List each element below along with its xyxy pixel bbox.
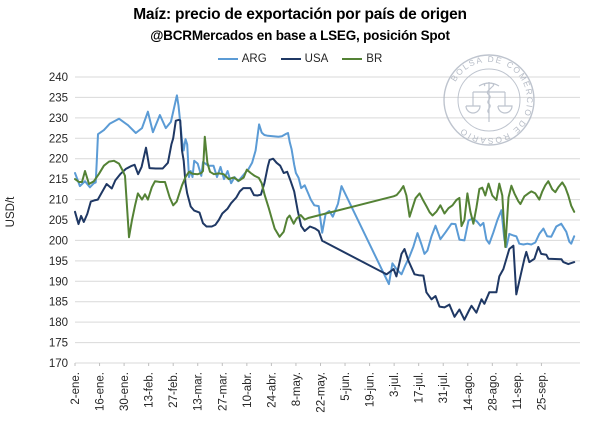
legend-item-br: BR <box>342 53 382 65</box>
x-tick-label: 3-jul. <box>389 372 401 397</box>
x-tick-label: 17-jul. <box>414 372 426 403</box>
x-tick-label: 10-abr. <box>242 372 254 408</box>
legend-item-usa: USA <box>280 53 329 65</box>
axis-labels: 170 175 180 185 190 195 200 205 210 215 220 225 230 2… <box>49 72 549 413</box>
y-tick-label: 180 <box>49 317 68 329</box>
y-tick-label: 215 <box>49 174 68 186</box>
legend-label-usa: USA <box>304 53 329 65</box>
series-line-arg <box>74 94 576 286</box>
x-tick-label: 25-sep. <box>536 372 548 410</box>
legend-line-swatch-br <box>342 58 363 60</box>
x-tick-label: 27-feb. <box>168 372 180 408</box>
y-axis-title: USD/t <box>5 196 17 227</box>
y-tick-label: 185 <box>49 297 68 309</box>
y-tick-label: 240 <box>49 72 68 84</box>
y-tick-label: 190 <box>49 276 68 288</box>
caduceus-scales-icon <box>465 82 513 122</box>
legend-line-swatch-usa <box>280 58 301 60</box>
x-tick-label: 19-jun. <box>365 372 377 407</box>
x-tick-label: 16-ene. <box>95 372 107 411</box>
watermark-text: BOLSA DE COMERCIO DE ROSARIO <box>449 54 534 146</box>
y-tick-label: 225 <box>49 133 68 145</box>
x-tick-label: 13-mar. <box>193 372 205 411</box>
y-tick-label: 205 <box>49 215 68 227</box>
chart-legend: ARG USA BR <box>0 53 600 65</box>
gridlines <box>75 76 580 364</box>
x-tick-label: 13-feb. <box>144 372 156 408</box>
y-tick-label: 175 <box>49 338 68 350</box>
legend-label-br: BR <box>366 53 383 65</box>
chart-subtitle: @BCRMercados en base a LSEG, posición Sp… <box>150 28 450 43</box>
series-line-usa <box>74 118 576 321</box>
y-tick-label: 235 <box>49 92 68 104</box>
y-tick-label: 210 <box>49 195 68 207</box>
x-tick-label: 11-sep. <box>512 372 524 410</box>
chart-title: Maíz: precio de exportación por país de … <box>133 6 467 23</box>
y-tick-label: 200 <box>49 235 68 247</box>
x-tick-label: 8-may. <box>291 372 303 406</box>
legend-label-arg: ARG <box>241 53 267 65</box>
x-tick-label: 31-jul. <box>438 372 450 403</box>
legend-line-swatch-arg <box>217 58 238 60</box>
bolsa-de-comercio-rosario-watermark-logo: BOLSA DE COMERCIO DE ROSARIO <box>443 54 535 146</box>
svg-text:BOLSA DE COMERCIO DE ROSARIO: BOLSA DE COMERCIO DE ROSARIO <box>449 54 535 146</box>
x-tick-label: 27-mar. <box>217 372 229 411</box>
x-tick-label: 24-abr. <box>266 372 278 408</box>
x-tick-label: 30-ene. <box>119 372 131 411</box>
series-lines <box>74 94 576 321</box>
x-tick-label: 5-jun. <box>340 372 352 401</box>
y-tick-label: 170 <box>49 358 68 370</box>
series-line-br <box>74 135 576 248</box>
x-tick-label: 28-ago. <box>487 372 499 411</box>
x-tick-label: 22-may. <box>315 372 327 413</box>
y-tick-label: 230 <box>49 113 68 125</box>
x-tick-label: 2-ene. <box>70 372 82 405</box>
legend-item-arg: ARG <box>217 53 267 65</box>
y-tick-label: 195 <box>49 256 68 268</box>
y-tick-label: 220 <box>49 154 68 166</box>
x-tick-label: 14-ago. <box>463 372 475 411</box>
